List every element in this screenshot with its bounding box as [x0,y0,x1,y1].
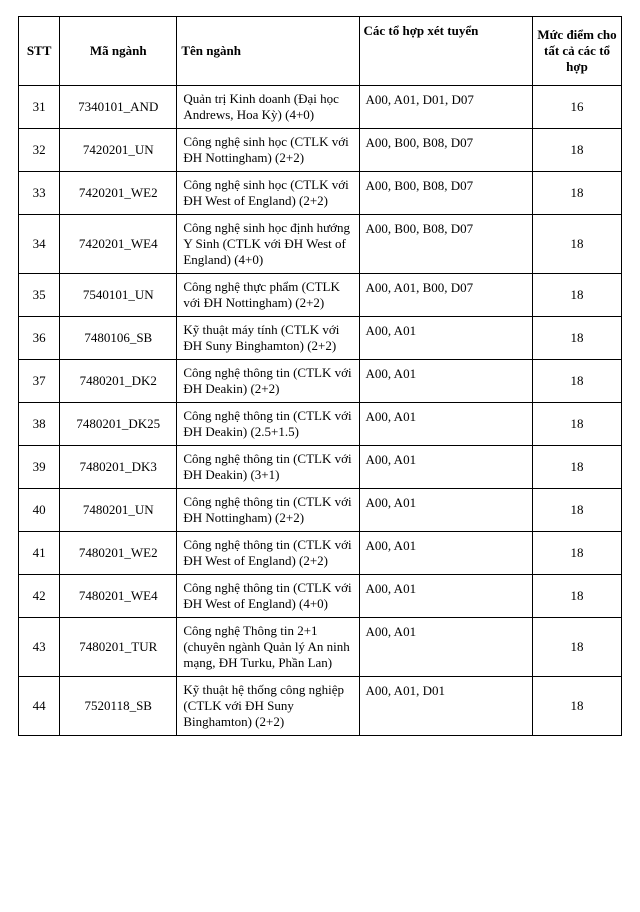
header-name: Tên ngành [177,17,359,86]
cell-score: 18 [533,215,622,274]
cell-name: Công nghệ sinh học định hướng Y Sinh (CT… [177,215,359,274]
cell-combo: A00, A01 [359,489,533,532]
cell-combo: A00, B00, B08, D07 [359,172,533,215]
cell-code: 7480106_SB [60,317,177,360]
cell-score: 18 [533,618,622,677]
cell-stt: 42 [19,575,60,618]
cell-stt: 33 [19,172,60,215]
cell-combo: A00, A01 [359,403,533,446]
cell-score: 18 [533,172,622,215]
cell-stt: 34 [19,215,60,274]
cell-name: Công nghệ thông tin (CTLK với ĐH Deakin)… [177,446,359,489]
cell-code: 7480201_WE4 [60,575,177,618]
cell-name: Công nghệ Thông tin 2+1 (chuyên ngành Qu… [177,618,359,677]
cell-code: 7420201_UN [60,129,177,172]
header-score: Mức điểm cho tất cả các tổ hợp [533,17,622,86]
cell-score: 18 [533,403,622,446]
cell-code: 7480201_TUR [60,618,177,677]
cell-combo: A00, A01, D01 [359,677,533,736]
cell-score: 18 [533,575,622,618]
header-combo: Các tổ hợp xét tuyển [359,17,533,86]
table-row: 39 7480201_DK3 Công nghệ thông tin (CTLK… [19,446,622,489]
cell-name: Công nghệ sinh học (CTLK với ĐH Nottingh… [177,129,359,172]
cell-score: 18 [533,446,622,489]
table-row: 41 7480201_WE2 Công nghệ thông tin (CTLK… [19,532,622,575]
cell-name: Công nghệ thông tin (CTLK với ĐH Deakin)… [177,403,359,446]
table-row: 38 7480201_DK25 Công nghệ thông tin (CTL… [19,403,622,446]
cell-code: 7480201_DK25 [60,403,177,446]
cell-combo: A00, A01 [359,618,533,677]
cell-combo: A00, A01, B00, D07 [359,274,533,317]
cell-score: 18 [533,677,622,736]
cell-combo: A00, A01 [359,360,533,403]
table-row: 44 7520118_SB Kỹ thuật hệ thống công ngh… [19,677,622,736]
table-body: 31 7340101_AND Quản trị Kinh doanh (Đại … [19,86,622,736]
admissions-table: STT Mã ngành Tên ngành Các tổ hợp xét tu… [18,16,622,736]
cell-code: 7420201_WE4 [60,215,177,274]
cell-stt: 37 [19,360,60,403]
cell-score: 18 [533,274,622,317]
header-stt: STT [19,17,60,86]
cell-stt: 44 [19,677,60,736]
table-row: 34 7420201_WE4 Công nghệ sinh học định h… [19,215,622,274]
cell-score: 16 [533,86,622,129]
cell-combo: A00, A01, D01, D07 [359,86,533,129]
table-row: 40 7480201_UN Công nghệ thông tin (CTLK … [19,489,622,532]
cell-name: Công nghệ thực phẩm (CTLK với ĐH Notting… [177,274,359,317]
cell-code: 7480201_UN [60,489,177,532]
table-row: 36 7480106_SB Kỹ thuật máy tính (CTLK vớ… [19,317,622,360]
cell-score: 18 [533,129,622,172]
table-row: 42 7480201_WE4 Công nghệ thông tin (CTLK… [19,575,622,618]
cell-combo: A00, B00, B08, D07 [359,129,533,172]
cell-stt: 38 [19,403,60,446]
cell-score: 18 [533,489,622,532]
cell-name: Công nghệ thông tin (CTLK với ĐH West of… [177,575,359,618]
cell-stt: 40 [19,489,60,532]
cell-name: Kỹ thuật máy tính (CTLK với ĐH Suny Bing… [177,317,359,360]
cell-score: 18 [533,317,622,360]
cell-code: 7480201_DK2 [60,360,177,403]
cell-name: Quản trị Kinh doanh (Đại học Andrews, Ho… [177,86,359,129]
cell-code: 7340101_AND [60,86,177,129]
table-row: 37 7480201_DK2 Công nghệ thông tin (CTLK… [19,360,622,403]
table-row: 35 7540101_UN Công nghệ thực phẩm (CTLK … [19,274,622,317]
cell-name: Công nghệ sinh học (CTLK với ĐH West of … [177,172,359,215]
cell-stt: 39 [19,446,60,489]
cell-combo: A00, B00, B08, D07 [359,215,533,274]
cell-name: Kỹ thuật hệ thống công nghiệp (CTLK với … [177,677,359,736]
cell-score: 18 [533,532,622,575]
table-row: 32 7420201_UN Công nghệ sinh học (CTLK v… [19,129,622,172]
cell-stt: 36 [19,317,60,360]
header-row: STT Mã ngành Tên ngành Các tổ hợp xét tu… [19,17,622,86]
table-row: 33 7420201_WE2 Công nghệ sinh học (CTLK … [19,172,622,215]
cell-code: 7520118_SB [60,677,177,736]
cell-stt: 41 [19,532,60,575]
table-row: 31 7340101_AND Quản trị Kinh doanh (Đại … [19,86,622,129]
cell-combo: A00, A01 [359,446,533,489]
header-code: Mã ngành [60,17,177,86]
cell-combo: A00, A01 [359,532,533,575]
cell-stt: 35 [19,274,60,317]
cell-code: 7540101_UN [60,274,177,317]
cell-stt: 43 [19,618,60,677]
cell-combo: A00, A01 [359,317,533,360]
cell-name: Công nghệ thông tin (CTLK với ĐH Deakin)… [177,360,359,403]
table-row: 43 7480201_TUR Công nghệ Thông tin 2+1 (… [19,618,622,677]
cell-stt: 31 [19,86,60,129]
cell-score: 18 [533,360,622,403]
cell-code: 7480201_WE2 [60,532,177,575]
cell-combo: A00, A01 [359,575,533,618]
cell-name: Công nghệ thông tin (CTLK với ĐH Notting… [177,489,359,532]
cell-code: 7480201_DK3 [60,446,177,489]
cell-stt: 32 [19,129,60,172]
cell-name: Công nghệ thông tin (CTLK với ĐH West of… [177,532,359,575]
table-header: STT Mã ngành Tên ngành Các tổ hợp xét tu… [19,17,622,86]
cell-code: 7420201_WE2 [60,172,177,215]
